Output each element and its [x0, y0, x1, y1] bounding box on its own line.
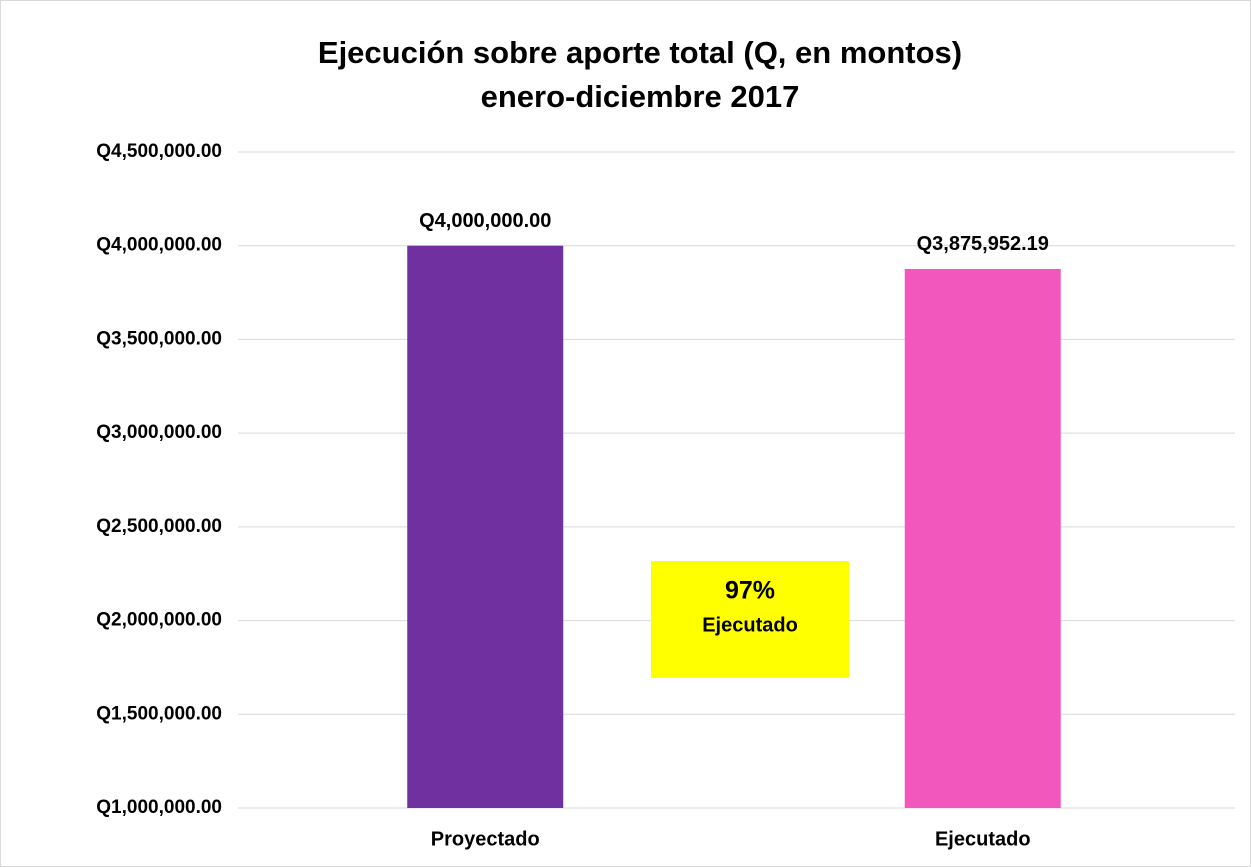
chart-subtitle: enero-diciembre 2017	[481, 79, 800, 114]
annotation-box	[651, 561, 849, 678]
value-label: Q4,000,000.00	[419, 210, 551, 232]
y-tick-label: Q4,000,000.00	[96, 235, 222, 256]
x-tick-label: Proyectado	[431, 828, 540, 850]
annotation-text: Ejecutado	[702, 614, 798, 636]
y-tick-label: Q3,000,000.00	[96, 422, 222, 443]
bar	[904, 268, 1061, 809]
y-tick-label: Q1,000,000.00	[96, 797, 222, 818]
y-tick-label: Q4,500,000.00	[96, 141, 222, 162]
value-label: Q3,875,952.19	[917, 233, 1049, 255]
annotation-value: 97%	[725, 577, 775, 605]
bar	[407, 245, 564, 808]
y-tick-label: Q1,500,000.00	[96, 703, 222, 724]
x-tick-label: Ejecutado	[935, 828, 1031, 850]
y-tick-label: Q2,500,000.00	[96, 516, 222, 537]
y-tick-label: Q3,500,000.00	[96, 328, 222, 349]
y-tick-label: Q2,000,000.00	[96, 610, 222, 631]
chart-title: Ejecución sobre aporte total (Q, en mont…	[318, 35, 962, 70]
